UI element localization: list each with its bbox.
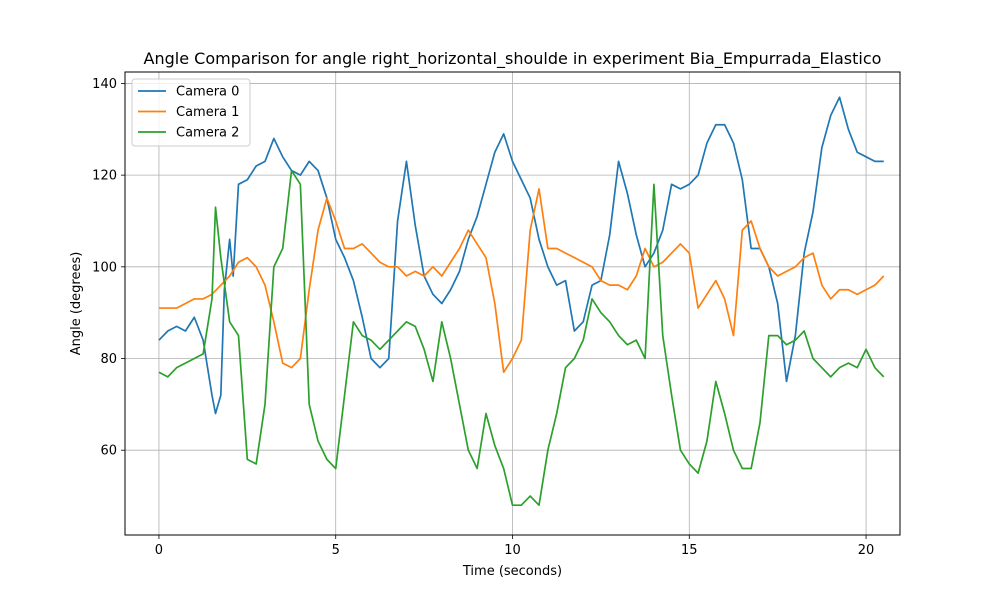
legend-entry: Camera 0 [176, 85, 239, 100]
legend: Camera 0 Camera 1 Camera 2 [131, 78, 251, 147]
series-line-camera-1 [158, 188, 885, 374]
y-tick-label: 60 [100, 444, 117, 459]
y-tick-label: 100 [92, 260, 117, 275]
x-axis-label: Time (seconds) [462, 564, 562, 579]
x-tick-label: 0 [155, 543, 163, 558]
ticks: 0 5 10 15 20 60 80 100 120 140 [92, 77, 874, 558]
legend-box [131, 78, 251, 147]
series-layer [158, 96, 885, 507]
legend-entry: Camera 1 [176, 105, 239, 120]
y-axis-label: Angle (degrees) [69, 252, 84, 356]
series-line-camera-0 [158, 96, 884, 415]
x-tick-label: 10 [504, 543, 521, 558]
x-tick-label: 20 [858, 543, 875, 558]
x-tick-label: 5 [332, 543, 340, 558]
series-line-camera-2 [158, 169, 885, 507]
x-tick-label: 15 [681, 543, 698, 558]
chart-title: Angle Comparison for angle right_horizon… [144, 49, 882, 69]
y-tick-label: 80 [100, 352, 117, 367]
y-tick-label: 120 [92, 169, 117, 184]
legend-entry: Camera 2 [176, 126, 239, 141]
grid [125, 72, 900, 535]
y-tick-label: 140 [92, 77, 117, 92]
